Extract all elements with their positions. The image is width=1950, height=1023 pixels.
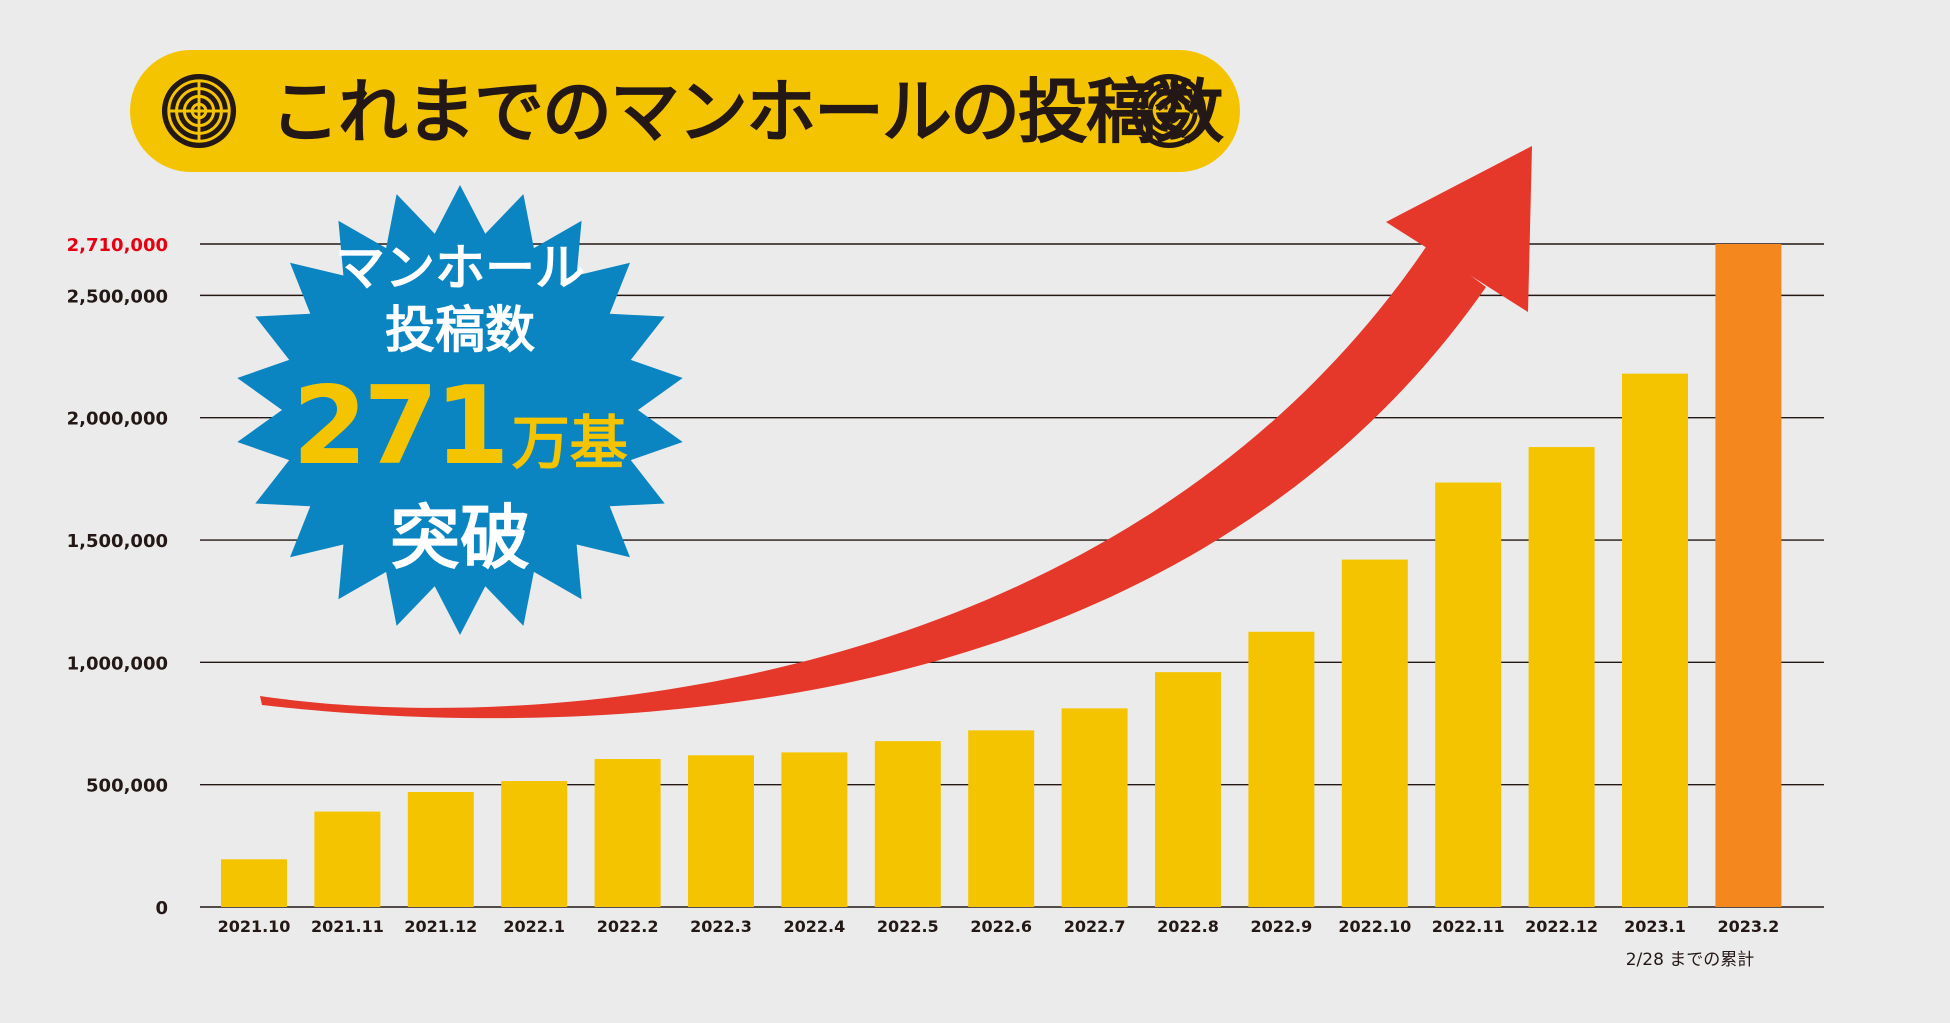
- bar: [874, 741, 941, 907]
- bar: [781, 752, 848, 907]
- trend-arrow: [260, 146, 1532, 719]
- bar: [968, 730, 1035, 907]
- y-tick-label: 0: [155, 898, 168, 919]
- badge-number: 271: [292, 364, 509, 489]
- starburst-badge: [237, 185, 683, 635]
- x-tick-label: 2022.2: [597, 917, 659, 936]
- badge-unit: 万基: [511, 409, 628, 477]
- bar: [594, 758, 661, 907]
- badge-line-2: 投稿数: [385, 301, 535, 359]
- y-tick-label: 2,710,000: [67, 235, 168, 256]
- bar: [1155, 672, 1221, 907]
- bar: [407, 792, 474, 907]
- x-axis-labels: 2021.10 2021.11 2021.12 2022.1 2022.2 2022.3 2…: [218, 917, 1780, 936]
- x-tick-label: 2022.12: [1525, 917, 1598, 936]
- bar: [1622, 373, 1688, 908]
- y-axis-labels: 0 500,000 1,000,000 1,500,000 2,000,000 2,500…: [67, 235, 168, 919]
- bar: [1248, 631, 1315, 907]
- badge-line-1: マンホール: [335, 239, 585, 297]
- x-tick-label: 2021.12: [404, 917, 477, 936]
- bar: [688, 755, 754, 907]
- badge-line-4: 突破: [390, 497, 530, 579]
- x-tick-label: 2022.11: [1432, 917, 1505, 936]
- y-tick-label: 1,000,000: [67, 653, 168, 674]
- arrow-shaft: [260, 244, 1486, 719]
- bar: [1341, 559, 1408, 907]
- x-tick-label: 2021.10: [218, 917, 291, 936]
- x-tick-label: 2022.4: [784, 917, 846, 936]
- y-tick-label: 2,000,000: [67, 409, 168, 430]
- x-tick-label: 2022.1: [503, 917, 565, 936]
- cumulative-note: 2/28 までの累計: [1625, 950, 1755, 970]
- x-tick-label: 2021.11: [311, 917, 384, 936]
- burst-shape: [237, 185, 683, 635]
- bar: [501, 781, 568, 907]
- bar: [1715, 244, 1782, 907]
- x-tick-label: 2022.9: [1251, 917, 1313, 936]
- x-tick-label: 2023.1: [1624, 917, 1686, 936]
- x-tick-label: 2022.7: [1064, 917, 1126, 936]
- badge-highlight: 271 万基: [250, 372, 670, 513]
- page-title: これまでのマンホールの投稿数: [270, 71, 1224, 153]
- bar: [1061, 708, 1128, 907]
- bars: [221, 244, 1782, 908]
- y-tick-label: 500,000: [86, 776, 168, 797]
- bar: [221, 859, 287, 907]
- y-tick-label: 1,500,000: [67, 531, 168, 552]
- x-tick-label: 2022.6: [970, 917, 1032, 936]
- y-tick-label: 2,500,000: [67, 286, 168, 307]
- x-tick-label: 2022.8: [1157, 917, 1219, 936]
- title-banner: [130, 50, 1240, 172]
- bar: [1435, 482, 1502, 907]
- x-tick-label: 2022.5: [877, 917, 939, 936]
- x-tick-label: 2022.10: [1338, 917, 1411, 936]
- x-tick-label: 2022.3: [690, 917, 752, 936]
- bar: [1528, 447, 1595, 907]
- bar: [314, 811, 381, 907]
- x-tick-label: 2023.2: [1718, 917, 1780, 936]
- manhole-cover-icon: [161, 73, 237, 149]
- manhole-cover-icon: [1131, 73, 1207, 149]
- arrow-head: [1386, 146, 1532, 312]
